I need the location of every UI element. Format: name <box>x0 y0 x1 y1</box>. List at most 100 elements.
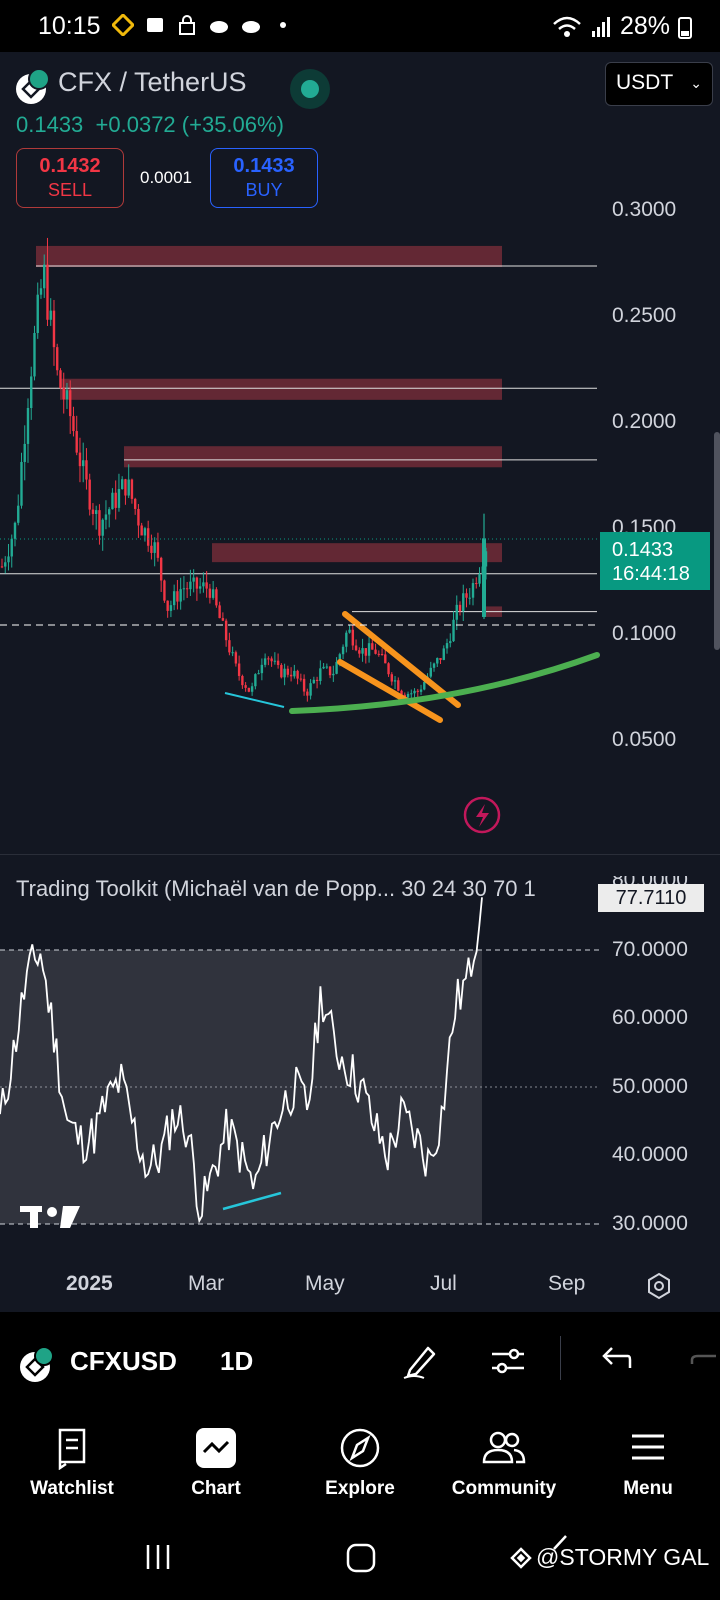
candle-body <box>423 682 426 690</box>
battery-icon <box>678 16 692 39</box>
cfx-logo-icon <box>34 1346 54 1366</box>
candle-body <box>351 629 355 646</box>
candle-body <box>107 509 111 515</box>
candle-body <box>39 288 43 295</box>
candle-body <box>341 646 345 655</box>
candle-body <box>231 652 234 654</box>
lock-icon <box>176 14 198 36</box>
clock: 10:15 <box>38 12 101 40</box>
toolbar-symbol[interactable]: CFXUSD <box>70 1346 177 1376</box>
binance-icon <box>110 12 136 38</box>
candle-body <box>224 620 228 641</box>
candle-body <box>325 666 329 668</box>
symbol-header: CFX / TetherUS USDT ⌄ 0.1433 +0.0372 (+3… <box>0 52 720 222</box>
candle-body <box>228 640 231 653</box>
resistance-zone[interactable] <box>212 543 502 563</box>
interval-button[interactable]: 1D <box>220 1346 254 1376</box>
rsi-line[interactable] <box>0 897 483 1224</box>
candle-body <box>364 648 368 656</box>
home-icon[interactable] <box>345 1542 377 1574</box>
scrollbar[interactable] <box>714 432 720 650</box>
candle-body <box>387 663 390 675</box>
pane-divider[interactable] <box>0 854 720 855</box>
candle-body <box>276 660 280 666</box>
cloud-icon <box>208 14 230 36</box>
candle-body <box>185 588 189 590</box>
redo-icon[interactable] <box>690 1342 720 1378</box>
price-chart[interactable] <box>0 200 600 840</box>
candle-body <box>36 294 39 333</box>
toolbar-divider <box>560 1336 561 1380</box>
candle-body <box>413 690 416 694</box>
candle-body <box>332 673 335 676</box>
candle-body <box>234 652 238 664</box>
rounded-bottom-curve[interactable] <box>289 652 600 714</box>
wedge-lower-line[interactable] <box>337 659 443 723</box>
candle-body <box>172 591 176 606</box>
candle-body <box>150 545 153 553</box>
recent-apps-icon[interactable] <box>144 1542 174 1572</box>
chart-toolbar: CFXUSD 1D <box>0 1312 720 1410</box>
candle-body <box>299 678 303 680</box>
undo-icon[interactable] <box>598 1342 634 1378</box>
indicators-icon[interactable] <box>488 1340 528 1380</box>
candle-body <box>475 583 478 585</box>
candle-body <box>237 663 241 676</box>
system-nav: @STORMY GAL <box>0 1518 720 1600</box>
time-tick: Jul <box>430 1272 457 1295</box>
indicator-value-tag: 77.7110 <box>598 884 704 912</box>
candle-body <box>169 605 173 611</box>
candle-body <box>182 588 186 590</box>
candle-body <box>195 577 199 589</box>
currency-select[interactable]: USDT ⌄ <box>605 62 713 106</box>
candle-body <box>328 666 332 676</box>
price-change: 0.1433 +0.0372 (+35.06%) <box>16 112 284 138</box>
resistance-zone[interactable] <box>124 446 502 468</box>
divergence-line[interactable] <box>224 692 285 708</box>
candle-body <box>88 479 91 510</box>
lightning-icon[interactable] <box>463 796 501 834</box>
candle-body <box>247 687 251 692</box>
candle-body <box>367 643 371 656</box>
sell-label: SELL <box>47 180 93 200</box>
buy-button[interactable]: 0.1433 BUY <box>210 148 318 208</box>
wedge-upper-line[interactable] <box>342 611 461 708</box>
back-icon[interactable] <box>548 1532 572 1566</box>
rsi-divergence-line[interactable] <box>222 1191 282 1211</box>
indicator-label[interactable]: Trading Toolkit (Michaël van de Popp... … <box>16 876 536 901</box>
candle-body <box>410 693 413 695</box>
cfx-logo-icon <box>28 68 50 90</box>
candle-body <box>120 479 124 490</box>
candle-body <box>436 658 439 664</box>
candle-body <box>374 649 377 654</box>
candle-body <box>465 593 468 598</box>
candle-body <box>65 390 69 400</box>
sell-button[interactable]: 0.1432 SELL <box>16 148 124 208</box>
watchlist-icon <box>58 1428 86 1470</box>
candle-body <box>43 264 46 289</box>
candle-body <box>192 577 195 582</box>
chart-settings-icon[interactable] <box>645 1272 673 1300</box>
menu-icon <box>632 1434 664 1460</box>
candle-body <box>286 668 290 675</box>
indicator-chart[interactable] <box>0 856 600 1266</box>
candle-body <box>439 658 442 660</box>
candle-body <box>296 670 299 679</box>
candle-body <box>478 574 481 584</box>
candle-body <box>482 538 486 617</box>
candle-body <box>449 641 452 644</box>
chevron-down-icon: ⌄ <box>690 75 702 91</box>
symbol-title[interactable]: CFX / TetherUS <box>58 67 247 97</box>
resistance-zone[interactable] <box>36 245 502 268</box>
candle-body <box>69 390 72 417</box>
pencil-icon[interactable] <box>400 1340 440 1380</box>
candle-body <box>390 674 393 682</box>
status-right: 28% <box>552 12 692 41</box>
candle-body <box>166 600 169 611</box>
candle-body <box>267 658 270 660</box>
cards-icon <box>144 14 166 36</box>
time-tick: May <box>305 1272 345 1295</box>
candle-body <box>156 542 160 558</box>
candle-body <box>111 492 114 510</box>
resistance-zone[interactable] <box>60 378 502 400</box>
